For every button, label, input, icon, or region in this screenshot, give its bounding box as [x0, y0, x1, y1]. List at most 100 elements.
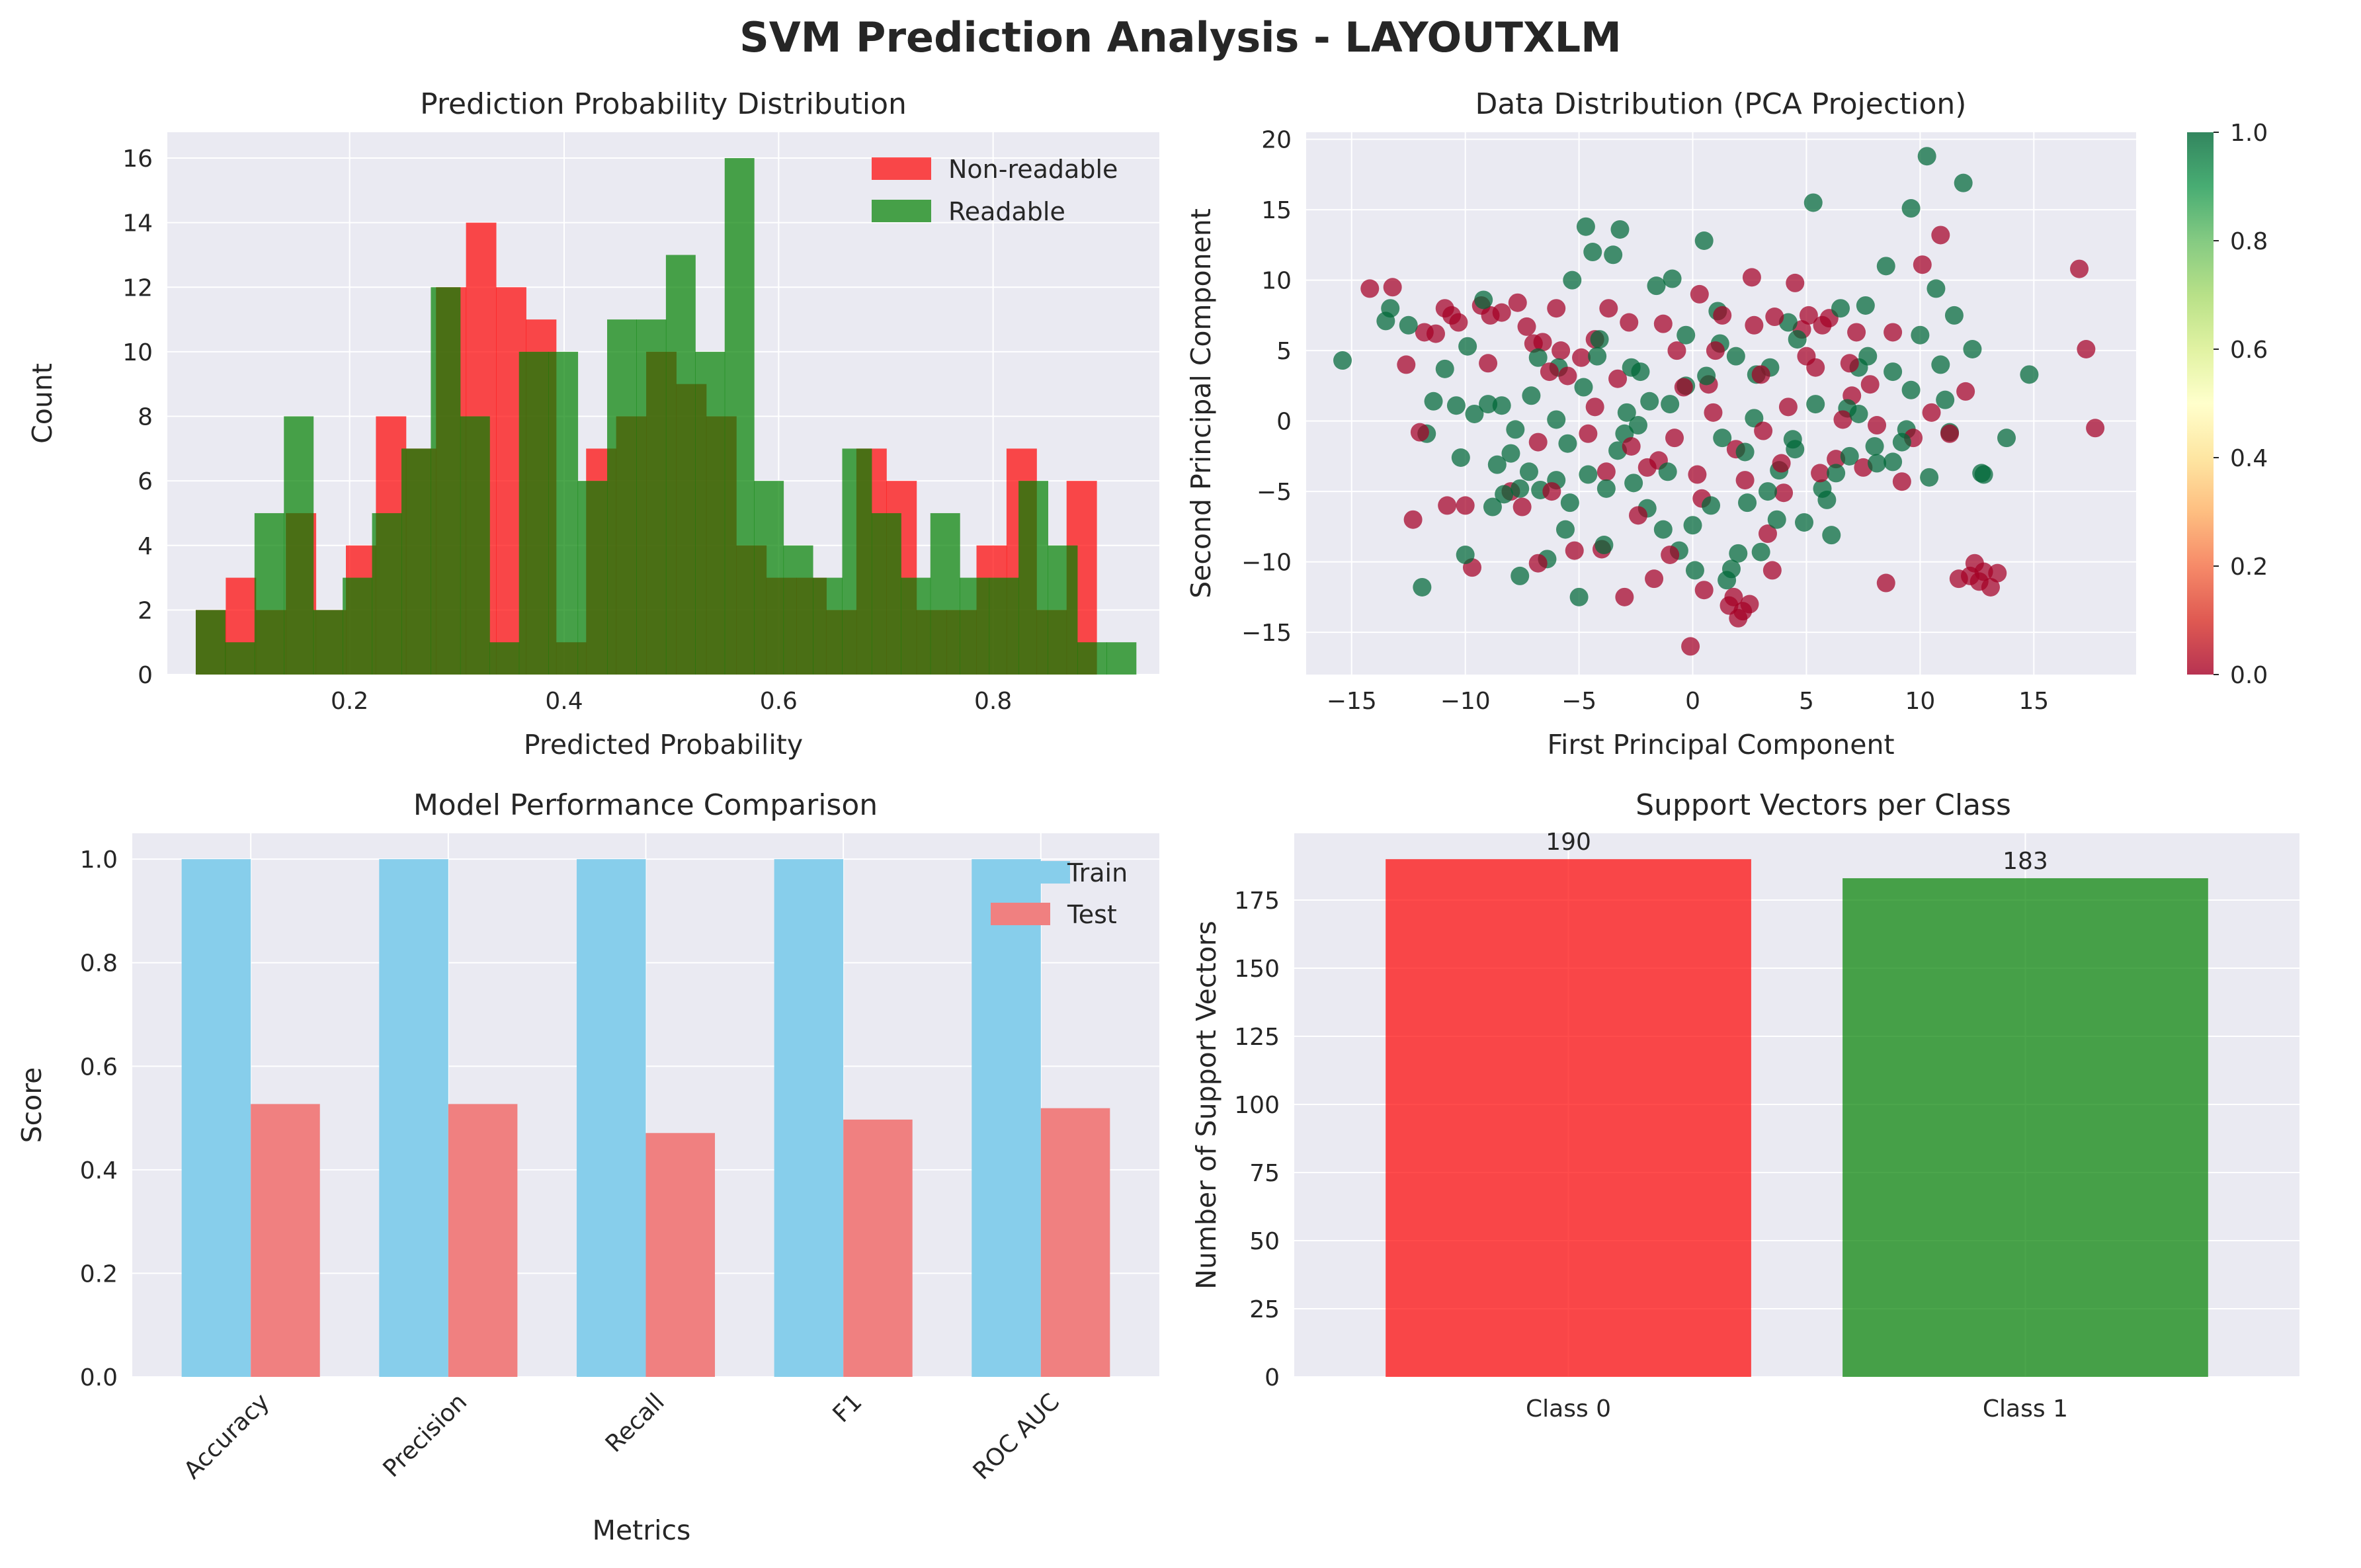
- scatter-point-class-1: [1856, 296, 1875, 315]
- scatter-point-class-1: [1954, 173, 1973, 192]
- scatter-point-class-1: [1974, 465, 1993, 484]
- scatter-point-class-0: [1765, 308, 1784, 327]
- perf-xtick-label: Precision: [378, 1388, 473, 1483]
- scatter-point-class-1: [1813, 479, 1832, 498]
- hist-ytick-label: 14: [122, 210, 153, 237]
- scatter-point-class-0: [1876, 573, 1895, 593]
- scatter-point-class-1: [1735, 442, 1755, 462]
- perf-bar-test: [645, 1133, 716, 1377]
- scatter-point-class-1: [1560, 493, 1579, 513]
- scatter-point-class-1: [1884, 362, 1903, 382]
- scatter-point-class-1: [1876, 257, 1895, 276]
- sv-ytick-label: 125: [1234, 1024, 1280, 1051]
- scatter-point-class-0: [2086, 419, 2105, 438]
- hist-bar-readable: [195, 610, 226, 675]
- sv-ytick-label: 25: [1249, 1296, 1280, 1323]
- scatter-point-class-1: [1865, 436, 1884, 456]
- scatter-point-class-1: [1446, 396, 1466, 415]
- scatter-point-class-0: [1735, 471, 1755, 490]
- pca-xtick-label: 0: [1685, 688, 1700, 715]
- sv-ytick-label: 175: [1234, 887, 1280, 915]
- pca-xtick-label: −10: [1440, 688, 1491, 715]
- hist-bar-readable: [665, 255, 696, 675]
- scatter-point-class-0: [1540, 362, 1559, 382]
- scatter-point-class-1: [1729, 544, 1748, 563]
- scatter-point-class-0: [1438, 496, 1457, 515]
- hist-ytick-label: 2: [138, 597, 153, 624]
- perf-bar-train: [972, 859, 1041, 1377]
- hist-bar-readable: [313, 610, 343, 675]
- scatter-point-class-0: [1840, 354, 1859, 373]
- colorbar-tick-label: 0.4: [2230, 445, 2268, 472]
- hist-ytick-label: 16: [122, 145, 153, 173]
- sv-bar-class-0: [1386, 859, 1751, 1377]
- scatter-point-class-1: [1511, 566, 1530, 585]
- scatter-point-class-0: [1742, 268, 1761, 287]
- perf-ytick-label: 0.0: [80, 1364, 118, 1391]
- scatter-point-class-1: [1661, 395, 1680, 414]
- scatter-point-class-0: [1688, 465, 1707, 484]
- scatter-point-class-1: [1376, 311, 1395, 331]
- pca-ylabel: Second Principal Component: [1185, 208, 1217, 598]
- legend-swatch-train: [1011, 861, 1070, 884]
- scatter-point-class-1: [1495, 485, 1514, 504]
- legend-swatch-test: [991, 903, 1050, 925]
- hist-ytick-label: 12: [122, 274, 153, 302]
- scatter-point-class-1: [1936, 390, 1955, 409]
- hist-bars-readable: [195, 158, 1137, 675]
- scatter-point-class-0: [1811, 464, 1830, 483]
- scatter-point-class-1: [1588, 347, 1607, 366]
- scatter-point-class-0: [1913, 255, 1932, 274]
- scatter-point-class-0: [1585, 397, 1604, 417]
- hist-bar-readable: [460, 416, 490, 675]
- scatter-point-class-1: [1522, 386, 1541, 405]
- scatter-point-class-0: [1694, 581, 1714, 600]
- scatter-point-class-0: [1884, 323, 1903, 342]
- panel-support-vectors: 190 183 0 25 50 75 100 125 150 175 Class 0 Class 1…: [1190, 788, 2299, 1423]
- scatter-point-class-0: [1674, 378, 1693, 397]
- scatter-point-class-0: [1778, 397, 1798, 417]
- hist-bar-readable: [842, 448, 872, 675]
- scatter-point-class-1: [1604, 245, 1623, 265]
- scatter-point-class-1: [1795, 513, 1813, 532]
- scatter-point-class-1: [1758, 482, 1777, 501]
- scatter-point-class-1: [1563, 270, 1582, 290]
- scatter-point-class-0: [1940, 424, 1960, 443]
- sv-bar-value-label: 190: [1546, 829, 1591, 856]
- scatter-point-class-0: [1449, 313, 1468, 332]
- perf-bar-train: [576, 859, 646, 1377]
- legend-swatch-non-readable: [872, 157, 931, 180]
- scatter-point-class-1: [1583, 243, 1602, 262]
- scatter-point-class-1: [1399, 315, 1418, 335]
- pca-xtick-label: −15: [1327, 688, 1377, 715]
- colorbar-tick-label: 0.6: [2230, 337, 2268, 364]
- scatter-point-class-0: [1786, 273, 1805, 292]
- pca-xlabel: First Principal Component: [1547, 729, 1894, 761]
- scatter-point-class-1: [1424, 392, 1443, 411]
- pca-ytick-label: 10: [1261, 268, 1292, 295]
- scatter-point-class-1: [1920, 468, 1939, 487]
- colorbar-ticks: 0.0 0.2 0.4 0.6 0.8 1.0: [2214, 120, 2268, 689]
- hist-bar-readable: [254, 513, 284, 675]
- scatter-point-class-0: [1690, 284, 1709, 304]
- scatter-point-class-0: [1754, 421, 1773, 440]
- scatter-point-class-0: [1981, 577, 2000, 597]
- hist-ytick-label: 10: [122, 339, 153, 366]
- scatter-point-class-1: [2020, 365, 2039, 384]
- panel-histogram: 0 2 4 6 8 10 12 14 16 0.2 0.4 0.6 0.8 Prediction Pro…: [26, 87, 1159, 761]
- hist-ytick-label: 6: [138, 468, 153, 495]
- scatter-point-class-0: [1615, 587, 1634, 606]
- scatter-point-class-0: [1552, 341, 1571, 360]
- scatter-point-class-0: [1579, 424, 1598, 443]
- scatter-point-class-0: [1481, 306, 1500, 325]
- hist-bar-readable: [636, 319, 667, 675]
- scatter-point-class-0: [1620, 313, 1639, 332]
- scatter-point-class-1: [1528, 348, 1548, 367]
- scatter-point-class-0: [1868, 416, 1887, 435]
- scatter-point-class-0: [1751, 365, 1770, 384]
- scatter-point-class-0: [1415, 323, 1434, 342]
- scatter-point-class-0: [1733, 602, 1753, 621]
- scatter-point-class-0: [2070, 259, 2089, 278]
- scatter-point-class-0: [1724, 587, 1743, 606]
